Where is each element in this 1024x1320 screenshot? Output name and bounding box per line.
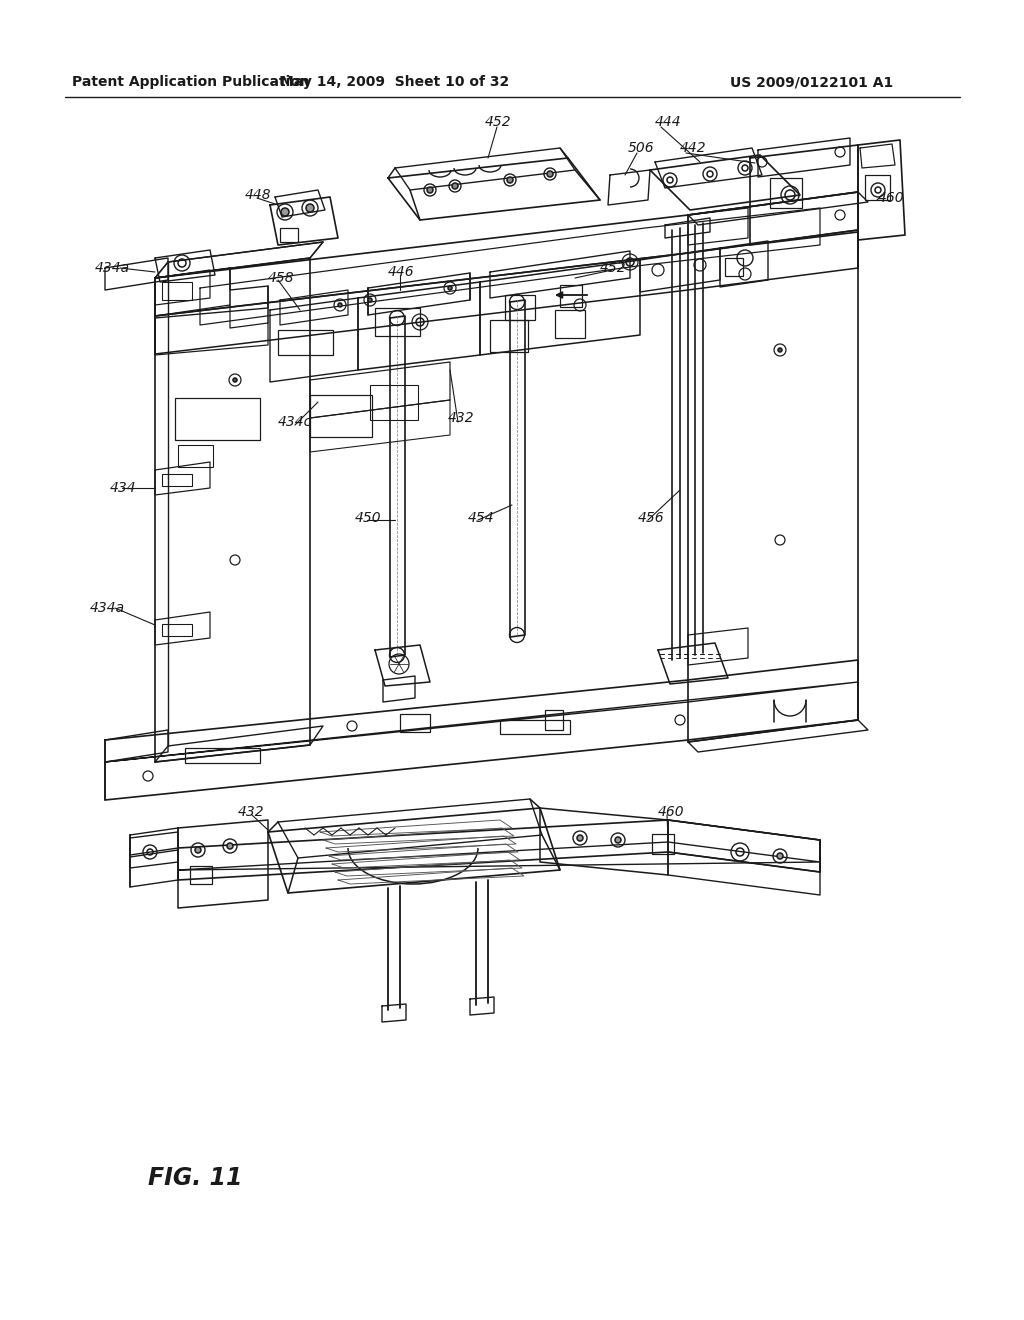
Circle shape	[227, 843, 233, 849]
Text: 444: 444	[655, 115, 682, 129]
Text: 460: 460	[878, 191, 904, 205]
Bar	[560, 285, 582, 308]
Bar	[370, 385, 418, 420]
Bar	[725, 257, 743, 276]
Circle shape	[368, 298, 372, 302]
Circle shape	[577, 836, 583, 841]
Bar	[545, 710, 563, 730]
Text: 432: 432	[449, 411, 475, 425]
Bar	[162, 624, 193, 636]
Bar	[280, 228, 298, 242]
Text: 442: 442	[680, 141, 707, 154]
Text: 456: 456	[638, 511, 665, 525]
Text: Patent Application Publication: Patent Application Publication	[72, 75, 309, 88]
Text: 452: 452	[600, 261, 627, 275]
Text: 448: 448	[245, 187, 271, 202]
Bar	[190, 866, 212, 884]
Circle shape	[452, 183, 458, 189]
Text: 446: 446	[388, 265, 415, 279]
Text: 434: 434	[110, 480, 136, 495]
Circle shape	[306, 205, 314, 213]
Circle shape	[547, 172, 553, 177]
Circle shape	[449, 286, 452, 290]
Bar	[162, 474, 193, 486]
Text: May 14, 2009  Sheet 10 of 32: May 14, 2009 Sheet 10 of 32	[281, 75, 510, 88]
Bar	[162, 282, 193, 300]
Text: 458: 458	[268, 271, 295, 285]
Text: 434a: 434a	[95, 261, 130, 275]
Circle shape	[777, 853, 783, 859]
Text: 432: 432	[238, 805, 264, 818]
Bar	[652, 834, 674, 854]
Bar	[310, 395, 372, 437]
Circle shape	[507, 177, 513, 183]
Bar	[770, 178, 802, 209]
Text: 506: 506	[628, 141, 654, 154]
Bar	[178, 445, 213, 467]
Text: FIG. 11: FIG. 11	[148, 1166, 243, 1191]
Text: 434c: 434c	[278, 414, 312, 429]
Circle shape	[338, 304, 342, 308]
Circle shape	[615, 837, 621, 843]
Circle shape	[195, 847, 201, 853]
Bar	[490, 319, 528, 352]
Bar	[175, 399, 260, 440]
Circle shape	[233, 378, 237, 381]
Text: 454: 454	[468, 511, 495, 525]
Text: 460: 460	[658, 805, 685, 818]
Circle shape	[778, 348, 782, 352]
Bar	[865, 176, 890, 201]
Text: US 2009/0122101 A1: US 2009/0122101 A1	[730, 75, 893, 88]
Bar	[500, 719, 570, 734]
Bar	[185, 748, 260, 763]
Bar	[375, 308, 420, 337]
Text: 434a: 434a	[90, 601, 125, 615]
Bar	[400, 714, 430, 733]
Bar	[555, 310, 585, 338]
Bar	[505, 294, 535, 319]
Circle shape	[281, 209, 289, 216]
Text: 450: 450	[355, 511, 382, 525]
Bar	[278, 330, 333, 355]
Circle shape	[427, 187, 433, 193]
Text: 452: 452	[485, 115, 512, 129]
